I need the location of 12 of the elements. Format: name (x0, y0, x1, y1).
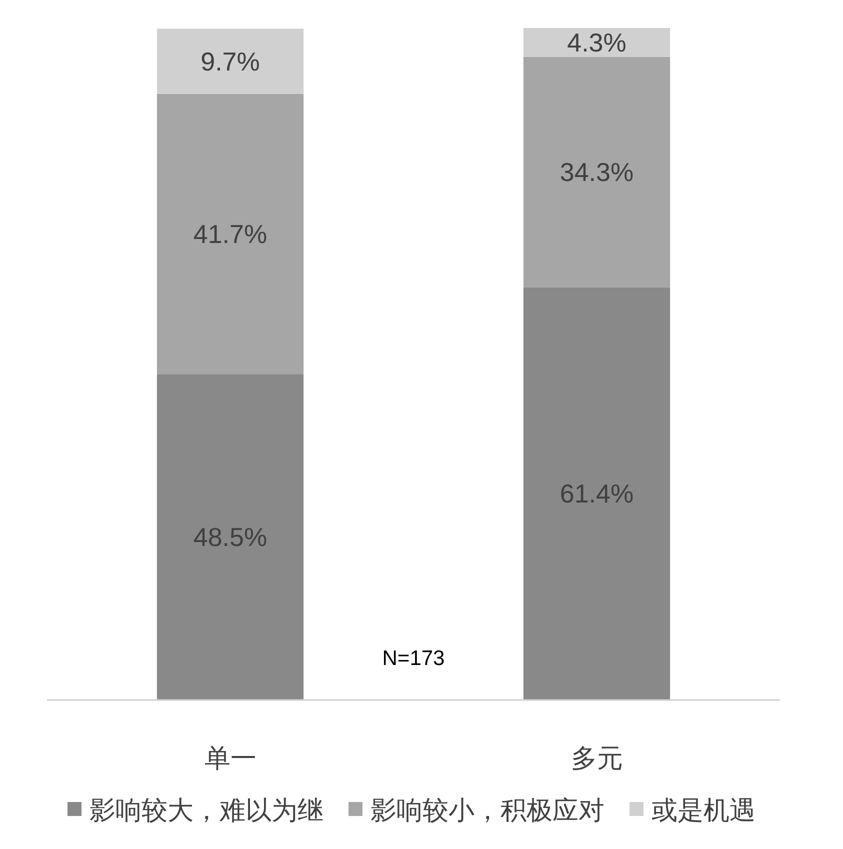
data-label: 48.5% (193, 522, 268, 552)
data-label: 61.4% (560, 478, 634, 509)
data-label: 41.7% (193, 218, 268, 249)
legend-label: 或是机遇 (652, 795, 756, 825)
annotation: N=173 (382, 647, 445, 670)
data-label: 4.3% (567, 27, 626, 58)
legend-label: 影响较大，难以为继 (90, 795, 324, 825)
x-tick-label: 单一 (204, 743, 256, 773)
legend-label: 影响较小，积极应对 (370, 795, 604, 825)
x-tick-label: 多元 (570, 743, 623, 773)
data-label: 34.3% (560, 157, 634, 188)
data-label: 9.7% (200, 46, 260, 76)
